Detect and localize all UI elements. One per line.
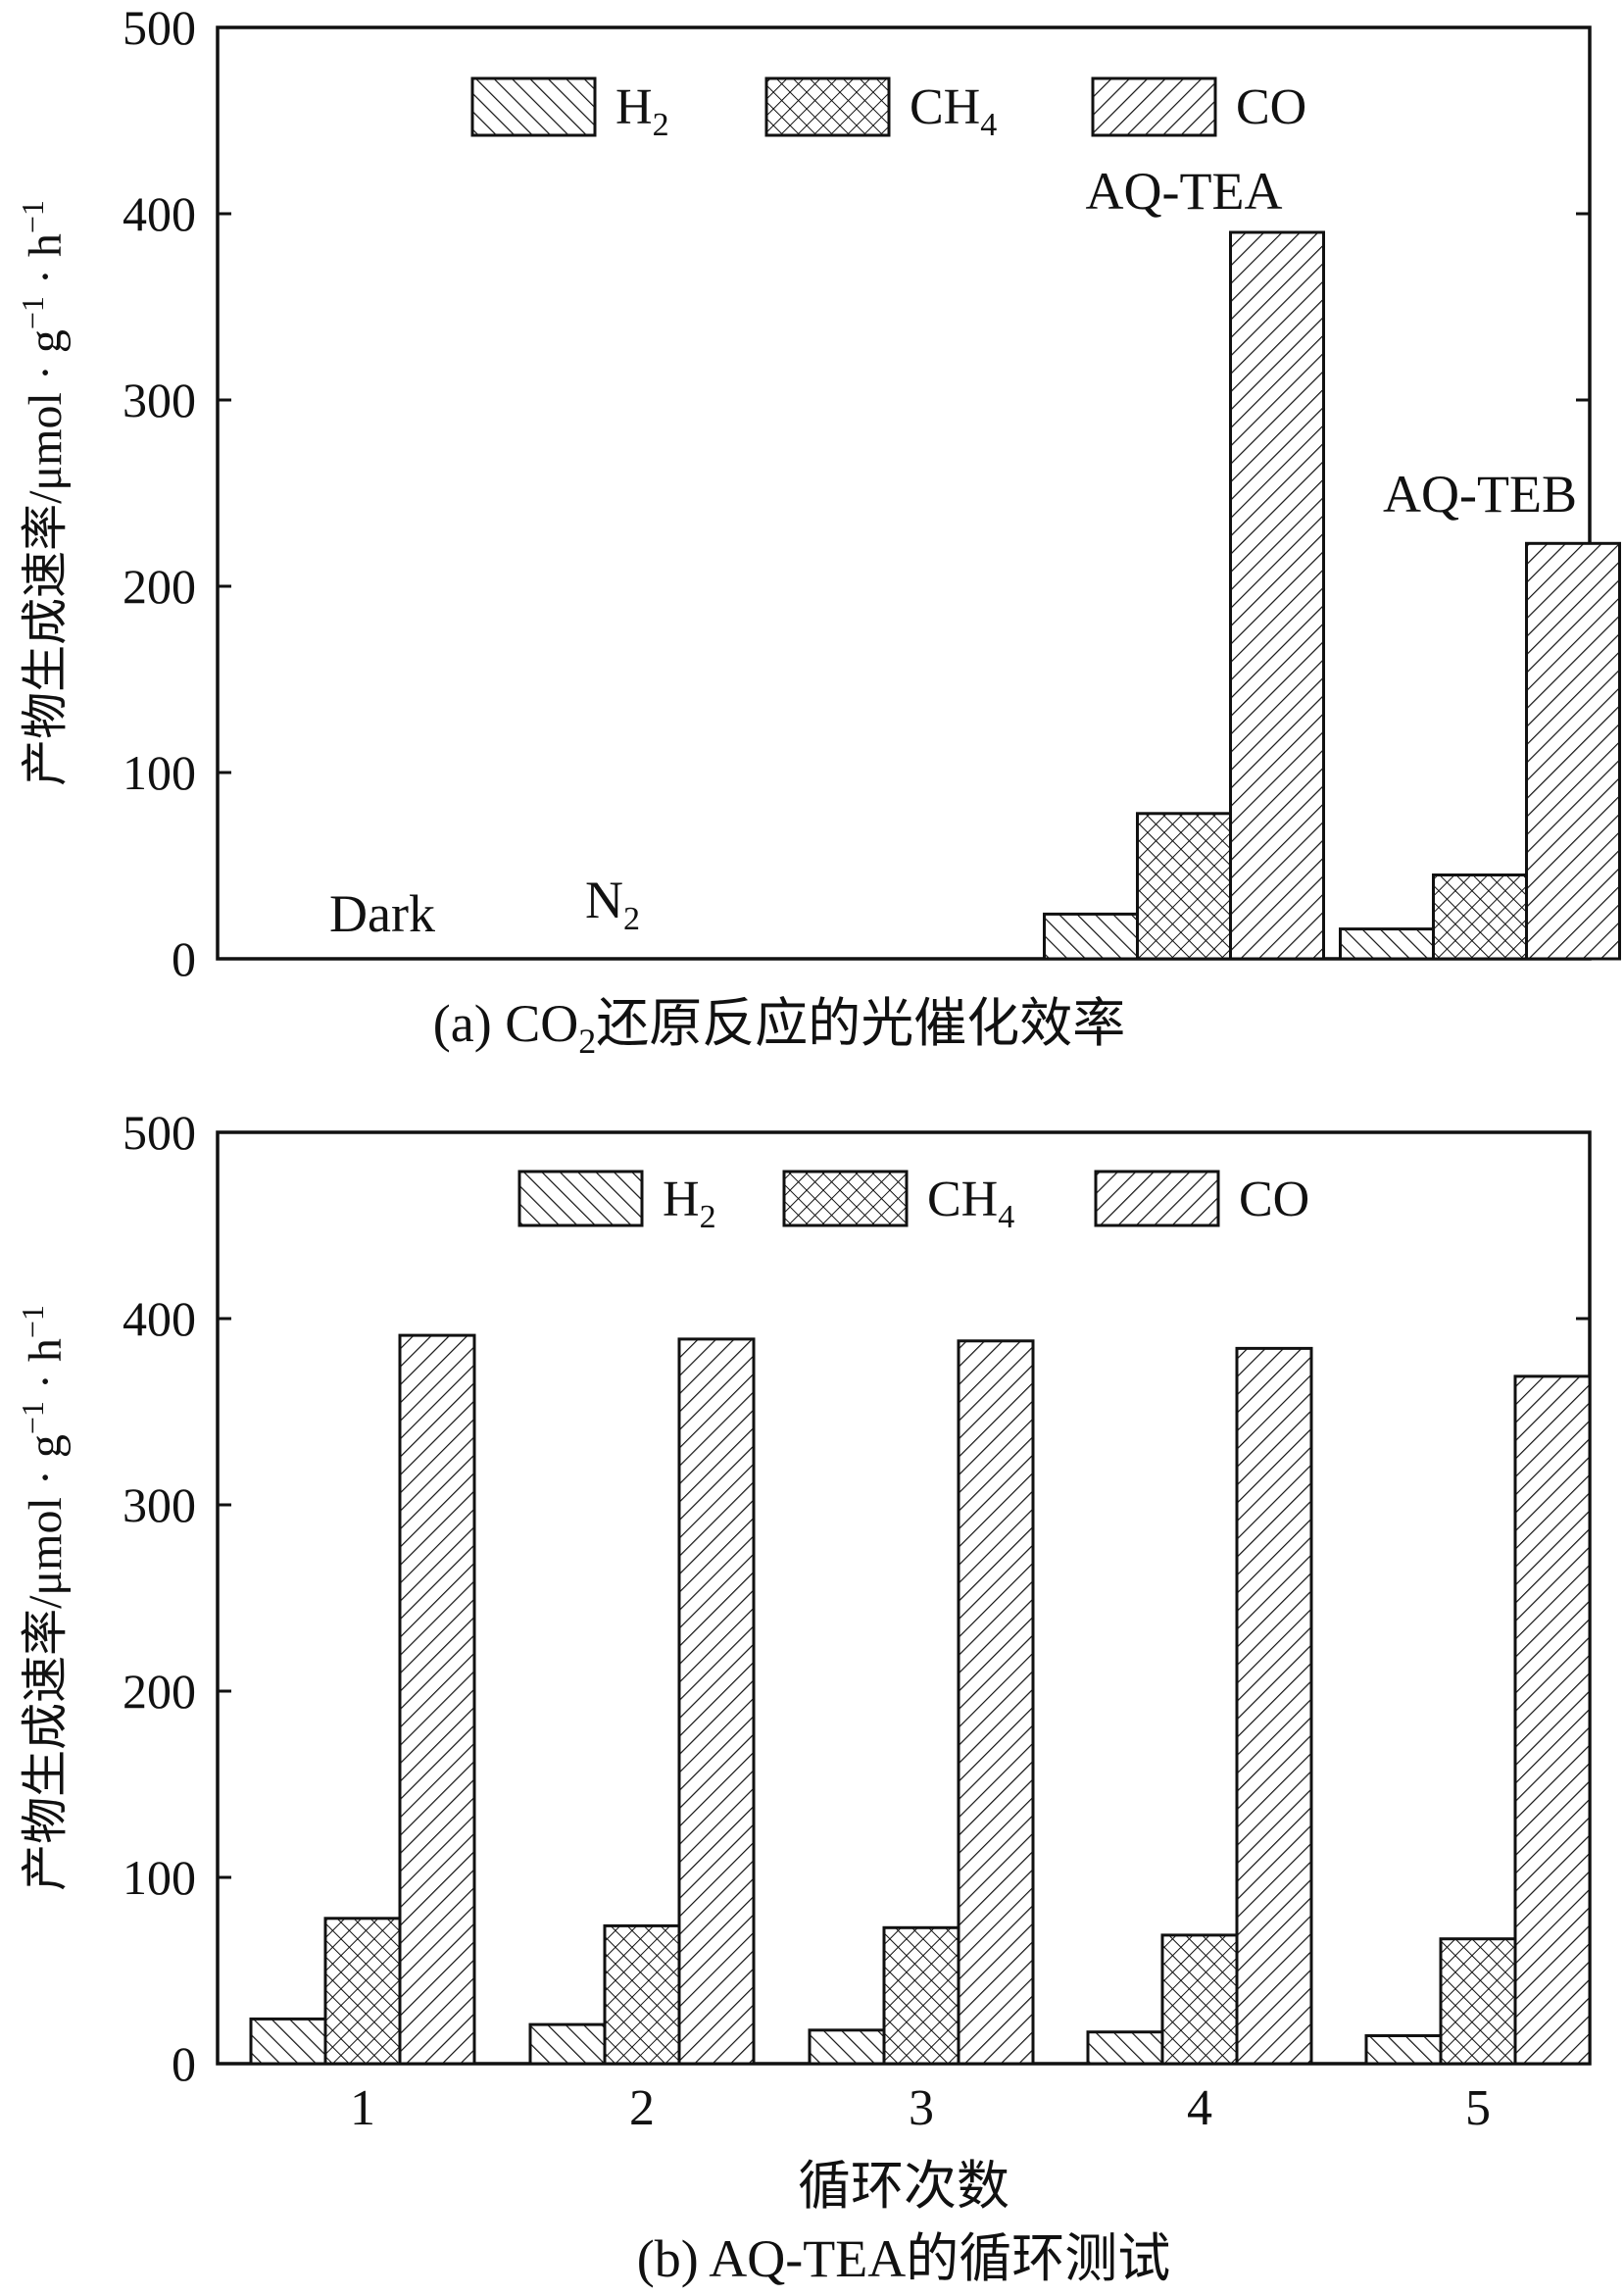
- y-tick-label: 0: [172, 931, 196, 986]
- bar-co-2: [677, 1337, 756, 2066]
- chart-panel-b: 0 100 200 300 400 500 1 2 3 4 5 产物生成速率/μmol · g−1…: [15, 1105, 1592, 2288]
- y-axis-label: 产物生成速率/μmol · g−1 · h−1: [15, 200, 72, 786]
- y-axis-ticks: 0 100 200 300 400 500: [123, 0, 1590, 986]
- bars: [249, 1333, 1592, 2066]
- y-tick-label: 100: [123, 745, 196, 800]
- legend: H2 CH4 CO: [517, 1170, 1309, 1235]
- category-label-aq-tea: AQ-TEA: [1086, 162, 1283, 221]
- y-tick-label: 0: [172, 2036, 196, 2091]
- bar-co-aq-teb: [1525, 541, 1621, 961]
- legend-item-ch4: CH4: [764, 76, 997, 143]
- x-axis-label: 循环次数: [798, 2157, 1009, 2216]
- legend-label-h2: H2: [615, 79, 669, 143]
- x-tick-label: 5: [1465, 2080, 1491, 2136]
- bar-ch4-aq-teb: [1432, 873, 1528, 961]
- legend-item-co: CO: [1094, 1170, 1309, 1227]
- legend-label-ch4: CH4: [910, 79, 997, 143]
- bar-co-5: [1513, 1374, 1592, 2066]
- y-tick-label: 100: [123, 1850, 196, 1905]
- bar-ch4-1: [323, 1917, 402, 2066]
- bar-h2-aq-tea: [1043, 912, 1139, 961]
- x-tick-label: 3: [909, 2080, 934, 2136]
- bar-ch4-4: [1160, 1933, 1239, 2066]
- legend: H2 CH4 CO: [470, 76, 1306, 143]
- bar-h2-2: [528, 2022, 607, 2066]
- legend-label-ch4: CH4: [927, 1172, 1014, 1235]
- legend-swatch-h2: [517, 1170, 644, 1227]
- plot-frame: [216, 25, 1592, 961]
- x-tick-label: 1: [350, 2080, 375, 2136]
- bar-h2-1: [249, 2017, 327, 2066]
- caption-b: (b) AQ-TEA的循环测试: [637, 2229, 1170, 2288]
- bar-h2-4: [1086, 2030, 1164, 2066]
- category-label-dark: Dark: [329, 884, 435, 943]
- legend-swatch-ch4: [782, 1170, 909, 1227]
- legend-swatch-h2: [470, 76, 597, 137]
- y-tick-label: 300: [123, 373, 196, 427]
- bar-group-aq-teb: [1339, 541, 1621, 961]
- legend-item-ch4: CH4: [782, 1170, 1014, 1235]
- bars: [1043, 230, 1621, 961]
- bar-co-aq-tea: [1229, 230, 1325, 961]
- y-tick-label: 500: [123, 0, 196, 55]
- bar-co-1: [398, 1333, 476, 2066]
- legend-item-h2: H2: [517, 1170, 716, 1235]
- bar-ch4-aq-tea: [1136, 812, 1232, 961]
- bar-ch4-3: [882, 1925, 960, 2066]
- legend-label-h2: H2: [663, 1172, 716, 1235]
- bar-h2-5: [1364, 2034, 1443, 2066]
- bar-co-4: [1235, 1346, 1313, 2066]
- legend-swatch-co: [1091, 76, 1217, 137]
- y-tick-label: 200: [123, 1664, 196, 1719]
- y-tick-label: 300: [123, 1477, 196, 1532]
- x-axis-ticks: 1 2 3 4 5: [350, 2050, 1491, 2136]
- y-tick-label: 500: [123, 1105, 196, 1160]
- legend-label-co: CO: [1239, 1172, 1309, 1227]
- caption-a: (a) CO2还原反应的光催化效率: [433, 994, 1125, 1061]
- legend-item-h2: H2: [470, 76, 669, 143]
- legend-label-co: CO: [1236, 79, 1306, 135]
- bar-ch4-5: [1439, 1937, 1517, 2066]
- bar-group-2: [528, 1337, 756, 2066]
- x-tick-label: 2: [629, 2080, 655, 2136]
- bar-group-5: [1364, 1374, 1592, 2066]
- bar-h2-aq-teb: [1339, 927, 1435, 961]
- y-tick-label: 200: [123, 559, 196, 614]
- bar-ch4-2: [603, 1923, 681, 2066]
- legend-swatch-ch4: [764, 76, 891, 137]
- bar-h2-3: [808, 2028, 886, 2066]
- bar-group-1: [249, 1333, 476, 2066]
- bar-group-3: [808, 1339, 1035, 2066]
- y-axis-label: 产物生成速率/μmol · g−1 · h−1: [15, 1305, 72, 1891]
- legend-item-co: CO: [1091, 76, 1306, 137]
- y-axis-ticks: 0 100 200 300 400 500: [123, 1105, 1590, 2091]
- y-tick-label: 400: [123, 186, 196, 241]
- x-tick-label: 4: [1187, 2080, 1212, 2136]
- y-tick-label: 400: [123, 1291, 196, 1346]
- legend-swatch-co: [1094, 1170, 1220, 1227]
- chart-panel-a: 0 100 200 300 400 500 产物生成速率/μmol · g−1 · h−1…: [15, 0, 1621, 1061]
- category-label-aq-teb: AQ-TEB: [1383, 465, 1577, 524]
- category-label-n2: N2: [585, 871, 640, 937]
- bar-group-aq-tea: [1043, 230, 1325, 961]
- bar-co-3: [957, 1339, 1035, 2066]
- bar-group-4: [1086, 1346, 1313, 2066]
